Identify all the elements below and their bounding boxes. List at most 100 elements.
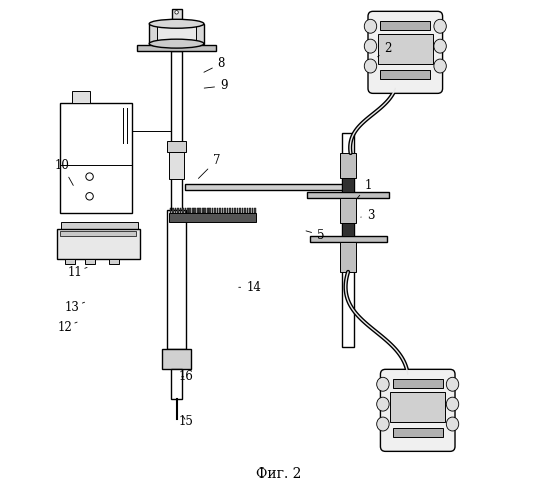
Text: 10: 10	[55, 159, 74, 186]
Ellipse shape	[377, 378, 389, 391]
Ellipse shape	[446, 417, 459, 431]
Text: 13: 13	[65, 300, 85, 314]
Bar	[174, 208, 176, 212]
Bar	[239, 208, 241, 212]
Bar	[157, 22, 197, 45]
Bar	[65, 259, 75, 264]
Bar	[171, 51, 182, 210]
Bar	[172, 208, 174, 212]
Bar	[177, 208, 179, 212]
Ellipse shape	[86, 192, 93, 200]
Bar	[234, 208, 236, 212]
Bar	[393, 380, 443, 388]
Bar	[184, 184, 346, 190]
Text: 9: 9	[204, 80, 228, 92]
Ellipse shape	[149, 39, 204, 48]
Text: 3: 3	[361, 208, 374, 222]
Bar	[219, 208, 221, 212]
Bar	[340, 198, 356, 223]
Bar	[380, 22, 430, 30]
Text: 11: 11	[67, 266, 87, 279]
Bar	[340, 242, 356, 272]
Bar	[149, 24, 204, 44]
Bar	[171, 370, 182, 399]
Ellipse shape	[175, 10, 178, 14]
Bar	[393, 428, 443, 437]
Ellipse shape	[364, 39, 377, 53]
Bar	[242, 208, 243, 212]
Bar	[247, 208, 248, 212]
Bar	[378, 34, 433, 64]
Bar	[167, 210, 186, 350]
Text: Фиг. 2: Фиг. 2	[256, 467, 301, 481]
Ellipse shape	[364, 59, 377, 73]
Bar	[380, 70, 430, 79]
FancyBboxPatch shape	[368, 12, 443, 94]
Bar	[85, 259, 95, 264]
Bar	[204, 208, 206, 212]
Bar	[170, 208, 171, 212]
Bar	[207, 208, 208, 212]
Bar	[224, 208, 226, 212]
Bar	[209, 208, 211, 212]
Bar	[232, 208, 233, 212]
Bar	[169, 152, 184, 179]
Bar	[202, 208, 203, 212]
Bar	[162, 350, 192, 370]
Ellipse shape	[377, 417, 389, 431]
Bar	[61, 222, 138, 229]
Bar	[310, 236, 387, 242]
Bar	[172, 9, 182, 22]
Bar	[307, 192, 389, 198]
Bar	[57, 229, 140, 259]
Ellipse shape	[434, 20, 446, 33]
Bar	[214, 208, 216, 212]
FancyBboxPatch shape	[380, 370, 455, 452]
Bar	[212, 208, 213, 212]
Bar	[237, 208, 238, 212]
Bar	[179, 208, 181, 212]
Bar	[189, 208, 191, 212]
Bar	[187, 208, 189, 212]
Text: 5: 5	[306, 228, 325, 241]
Bar	[192, 208, 194, 212]
Ellipse shape	[149, 20, 204, 28]
Bar	[340, 153, 356, 178]
Ellipse shape	[434, 39, 446, 53]
Bar	[252, 208, 253, 212]
Ellipse shape	[364, 20, 377, 33]
Bar	[390, 392, 445, 422]
Bar	[60, 231, 136, 236]
Bar	[137, 45, 216, 51]
Bar	[109, 259, 119, 264]
Text: 16: 16	[179, 370, 194, 384]
Bar	[342, 223, 354, 235]
Ellipse shape	[86, 173, 93, 180]
Bar	[229, 208, 231, 212]
Bar	[222, 208, 223, 212]
Bar	[182, 208, 184, 212]
Bar	[199, 208, 201, 212]
Bar	[217, 208, 218, 212]
Text: 8: 8	[204, 57, 225, 72]
Text: 1: 1	[358, 179, 372, 198]
Text: 7: 7	[198, 154, 220, 178]
Bar	[254, 208, 256, 212]
Ellipse shape	[446, 397, 459, 411]
Text: 12: 12	[57, 320, 77, 334]
Text: 2: 2	[378, 42, 392, 57]
Text: 14: 14	[239, 281, 261, 294]
Ellipse shape	[446, 378, 459, 391]
Ellipse shape	[434, 59, 446, 73]
Bar	[184, 208, 186, 212]
Bar	[244, 208, 246, 212]
Bar	[342, 133, 354, 347]
Bar	[194, 208, 196, 212]
Bar	[197, 208, 199, 212]
Ellipse shape	[377, 397, 389, 411]
Bar	[227, 208, 228, 212]
Bar	[72, 91, 90, 104]
Bar	[60, 104, 132, 212]
Bar	[169, 212, 256, 222]
Bar	[249, 208, 251, 212]
